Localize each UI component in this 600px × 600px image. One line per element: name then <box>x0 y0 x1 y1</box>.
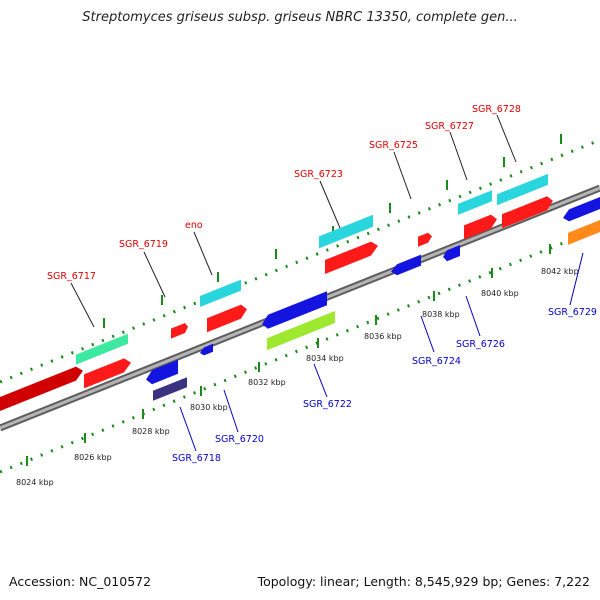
gene-eno <box>200 279 247 333</box>
kbp-label: 8040 kbp <box>481 289 519 298</box>
topology-text: Topology: linear; Length: 8,545,929 bp; … <box>257 574 590 589</box>
gene-label-sgr-6717: SGR_6717 <box>47 271 96 282</box>
lower-ruler <box>0 226 600 474</box>
kbp-label: 8032 kbp <box>248 378 286 387</box>
gene-label-sgr-6723: SGR_6723 <box>294 169 343 180</box>
gene-sgr-6719 <box>171 323 188 339</box>
gene-sgr-6727 <box>458 190 497 240</box>
reverse-genes[interactable] <box>146 197 600 404</box>
gene-label-sgr-6726: SGR_6726 <box>456 339 505 350</box>
gene-label-sgr-6718: SGR_6718 <box>172 453 221 464</box>
kbp-label: 8042 kbp <box>541 267 579 276</box>
gene-label-eno: eno <box>185 220 203 231</box>
gene-sgr-6723 <box>319 214 378 275</box>
kbp-labels: 8024 kbp 8026 kbp 8028 kbp 8030 kbp 8032… <box>16 267 579 487</box>
gene-sgr-6725 <box>418 232 432 247</box>
gene-label-sgr-6727: SGR_6727 <box>425 121 474 132</box>
gene-label-sgr-6724: SGR_6724 <box>412 356 461 367</box>
forward-gene-labels: SGR_6717 SGR_6719 eno SGR_6723 SGR_6725 … <box>47 104 521 328</box>
kbp-label: 8034 kbp <box>306 354 344 363</box>
gene-label-sgr-6722: SGR_6722 <box>303 399 352 410</box>
gene-sgr-6729 <box>563 197 600 245</box>
kbp-label: 8024 kbp <box>16 478 54 487</box>
gene-label-sgr-6725: SGR_6725 <box>369 140 418 151</box>
gene-label-sgr-6720: SGR_6720 <box>215 434 264 445</box>
gene-label-sgr-6729: SGR_6729 <box>548 307 597 318</box>
gene-label-sgr-6719: SGR_6719 <box>119 239 168 250</box>
gene-sgr-6724 <box>391 254 421 276</box>
gene-label-sgr-6728: SGR_6728 <box>472 104 521 115</box>
gene-sgr-6718 <box>146 359 187 401</box>
page-title: Streptomyces griseus subsp. griseus NBRC… <box>82 10 518 25</box>
kbp-label: 8028 kbp <box>132 427 170 436</box>
kbp-label: 8038 kbp <box>422 310 460 319</box>
gene-sgr-6722 <box>262 291 335 351</box>
accession-text: Accession: NC_010572 <box>9 574 152 589</box>
forward-genes[interactable] <box>0 172 553 413</box>
kbp-label: 8036 kbp <box>364 332 402 341</box>
kbp-label: 8030 kbp <box>190 403 228 412</box>
gene-sgr-6720 <box>200 343 213 356</box>
gene-sgr-6726 <box>443 245 460 262</box>
gene-sgr-6717 <box>76 333 131 389</box>
reverse-gene-labels: SGR_6718 SGR_6720 SGR_6722 SGR_6724 SGR_… <box>172 252 597 464</box>
gene-sgr-6728 <box>497 173 553 229</box>
kbp-label: 8026 kbp <box>74 453 112 462</box>
